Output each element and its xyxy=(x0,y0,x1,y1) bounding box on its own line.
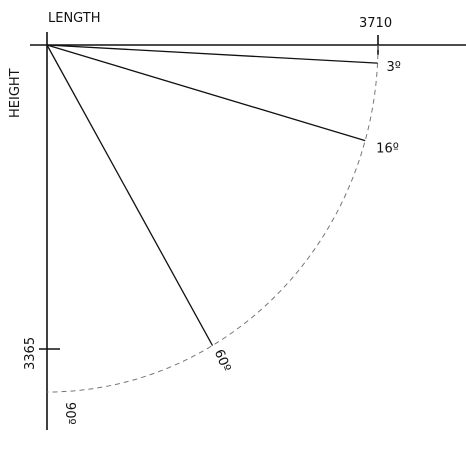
height-axis-title: HEIGHT xyxy=(8,68,23,118)
ray-16-label: 16º xyxy=(376,142,399,157)
ray-3-label: 3º xyxy=(387,60,401,75)
ray-60-deg xyxy=(46,44,214,346)
height-max-label: 3365 xyxy=(23,337,38,370)
arc-end-label: 90º xyxy=(62,402,77,425)
length-axis-title: LENGTH xyxy=(48,11,101,26)
length-max-label: 3710 xyxy=(359,16,392,31)
ray-60-label: 60º xyxy=(211,347,233,374)
reach-arc xyxy=(46,44,379,393)
ray-16-deg xyxy=(46,44,366,142)
ray-group: 3º 16º 60º xyxy=(46,44,401,374)
ray-3-deg xyxy=(46,44,378,64)
